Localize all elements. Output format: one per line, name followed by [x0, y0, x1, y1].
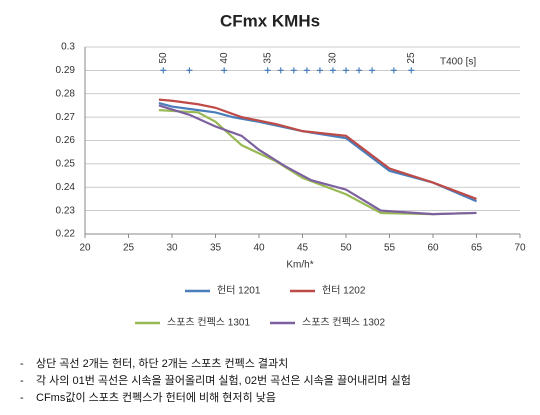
t400-label: 35 — [262, 52, 273, 64]
series-line — [158, 102, 477, 203]
y-tick-label: 0.3 — [61, 42, 75, 53]
bullet: - — [20, 358, 24, 370]
t400-marker — [316, 67, 323, 74]
legend-label: 스포츠 컨펙스 1301 — [167, 317, 250, 329]
series-line — [158, 109, 477, 216]
t400-marker — [290, 67, 297, 74]
t400-marker — [390, 67, 397, 74]
series-line — [158, 104, 477, 216]
t400-label: 25 — [406, 52, 417, 64]
note: 상단 곡선 2개는 헌터, 하단 2개는 스포츠 컨펙스 결과치 — [36, 356, 288, 370]
y-tick-label: 0.25 — [56, 159, 76, 170]
t400-marker — [356, 67, 363, 74]
legend-label: 헌터 1202 — [322, 285, 366, 297]
t400-marker — [369, 67, 376, 74]
x-tick-label: 25 — [123, 243, 135, 254]
x-tick-label: 35 — [210, 243, 222, 254]
t400-label: 40 — [219, 52, 230, 64]
x-tick-label: 40 — [253, 243, 265, 254]
x-tick-label: 65 — [471, 243, 483, 254]
y-tick-label: 0.22 — [56, 229, 76, 240]
bullet: - — [20, 392, 24, 404]
x-tick-label: 30 — [166, 243, 178, 254]
t400-marker — [264, 67, 271, 74]
legend-label: 스포츠 컨펙스 1302 — [302, 317, 385, 329]
bullet: - — [20, 375, 24, 387]
note: CFms값이 스포츠 컨펙스가 헌터에 비해 현저히 낮음 — [36, 390, 276, 404]
t400-marker — [408, 67, 415, 74]
x-tick-label: 50 — [340, 243, 352, 254]
y-tick-label: 0.28 — [56, 88, 76, 99]
t400-label: 30 — [328, 52, 339, 64]
chart-title: CFmx KMHs — [220, 11, 320, 30]
series-line — [158, 98, 477, 200]
t400-marker — [303, 67, 310, 74]
x-axis-label: Km/h* — [286, 260, 313, 271]
t400-marker — [329, 67, 336, 74]
t400-marker — [160, 67, 167, 74]
y-tick-label: 0.24 — [56, 182, 76, 193]
t400-marker — [277, 67, 284, 74]
t400-marker — [343, 67, 349, 74]
y-tick-label: 0.27 — [56, 112, 76, 123]
t400-marker — [221, 67, 228, 74]
y-tick-label: 0.23 — [56, 205, 76, 216]
x-tick-label: 55 — [384, 243, 396, 254]
x-tick-label: 20 — [79, 243, 91, 254]
x-tick-label: 70 — [514, 243, 526, 254]
legend-label: 헌터 1201 — [217, 285, 261, 297]
t400-title: T400 [s] — [440, 57, 476, 68]
x-tick-label: 45 — [297, 243, 309, 254]
y-tick-label: 0.26 — [56, 135, 76, 146]
t400-marker — [186, 67, 193, 74]
t400-label: 50 — [158, 52, 169, 64]
note: 각 사의 01번 곡선은 시속을 끌어올리며 실험, 02번 곡선은 시속을 끌… — [36, 374, 411, 387]
y-tick-label: 0.29 — [56, 65, 76, 76]
x-tick-label: 60 — [427, 243, 439, 254]
